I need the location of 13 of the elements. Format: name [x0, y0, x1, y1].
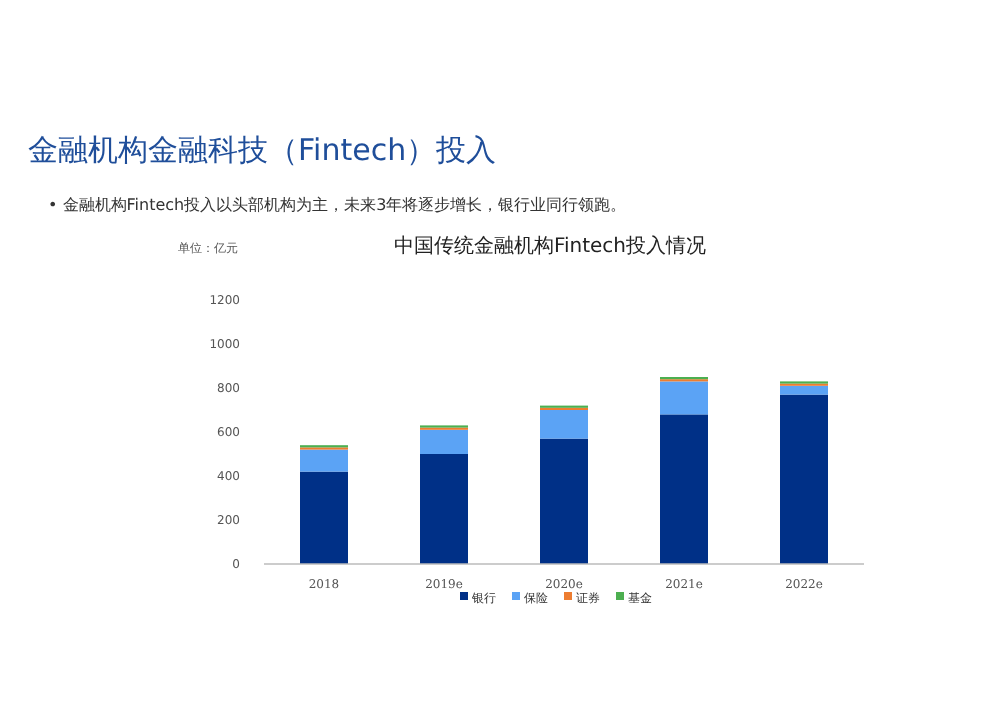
bar [300, 471, 348, 564]
bar [540, 438, 588, 564]
bar [540, 410, 588, 439]
bar [660, 414, 708, 564]
chart-title: 中国传统金融机构Fintech投入情况 [393, 234, 707, 258]
bar [420, 429, 468, 454]
text: • 金融机构Fintech投入以头部机构为主，未来3年将逐步增长，银行业同行领跑。 [48, 196, 627, 214]
text: 金融机构金融科技（Fintech）投入 [28, 132, 497, 168]
bar [420, 454, 468, 564]
bar [780, 385, 828, 395]
bar [780, 394, 828, 564]
bar [660, 381, 708, 415]
bar [300, 449, 348, 472]
